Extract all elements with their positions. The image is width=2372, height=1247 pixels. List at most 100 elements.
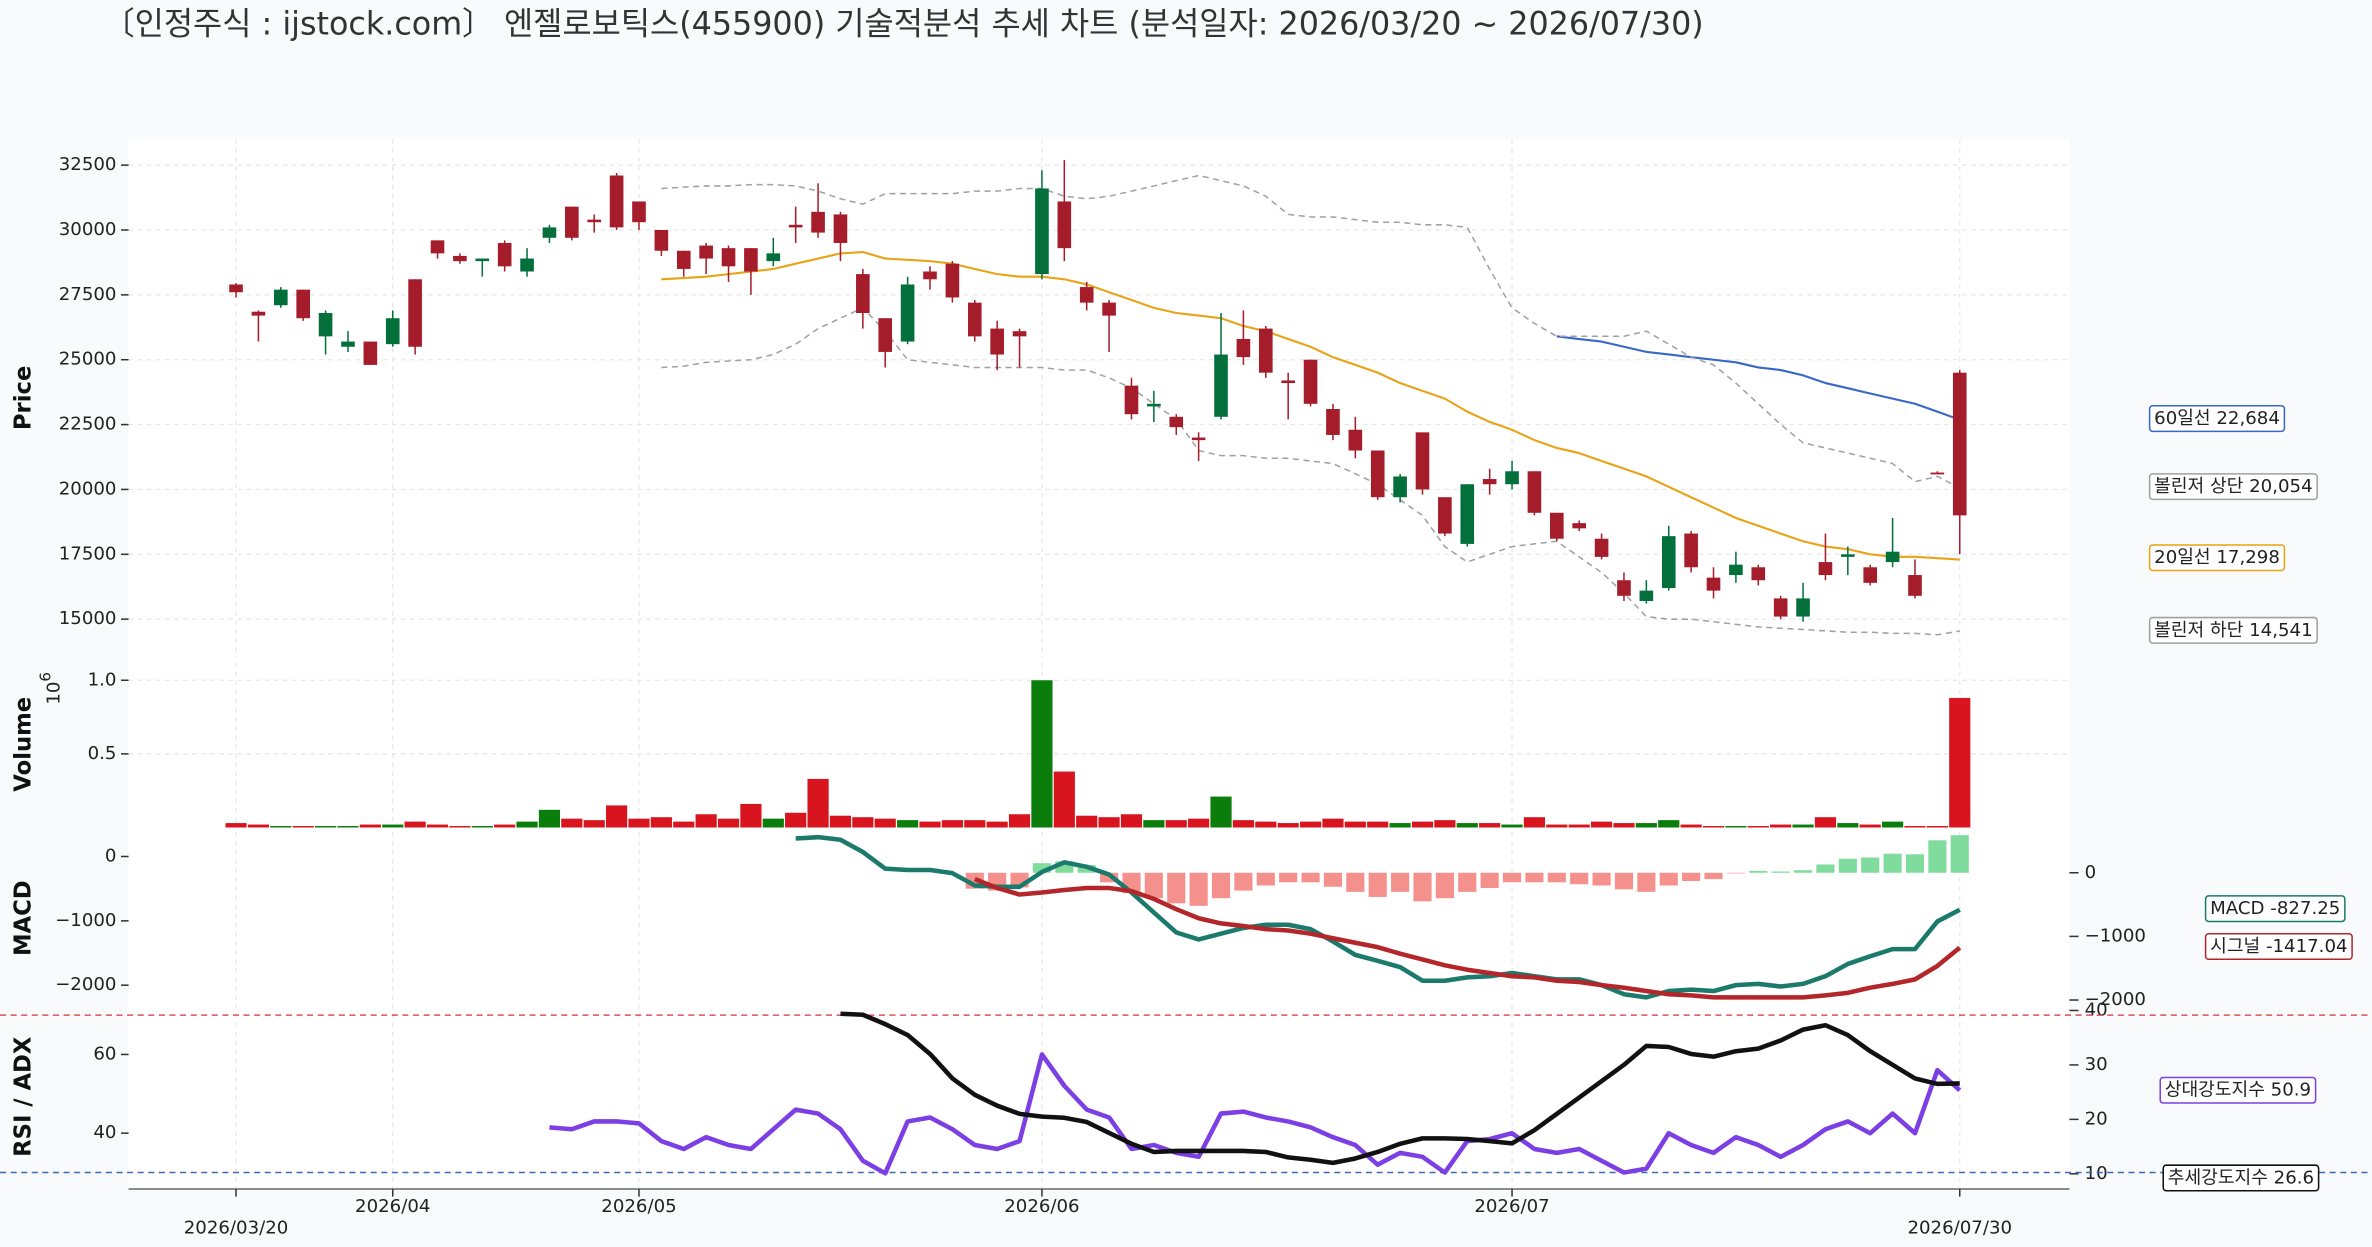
volume-bar xyxy=(673,821,695,828)
candle-body xyxy=(699,245,713,259)
candle-body xyxy=(296,289,311,319)
series-label-box xyxy=(2204,932,2353,961)
y-scale-exponent: 6 xyxy=(36,672,54,682)
volume-bar xyxy=(1008,814,1031,828)
y-axis-title: RSI / ADX xyxy=(11,1036,37,1157)
histogram-bar xyxy=(1905,854,1925,873)
series-label-box xyxy=(2148,405,2286,433)
histogram-bar xyxy=(1055,861,1074,873)
indicator-line xyxy=(661,307,1960,636)
series-label: 상대강도지수 50.9 xyxy=(2165,1080,2311,1101)
volume-bar xyxy=(1277,823,1299,828)
candle-body xyxy=(385,318,400,345)
y-axis-title: MACD xyxy=(11,880,37,956)
candle-body xyxy=(1773,598,1788,617)
candle-body xyxy=(788,224,803,228)
histogram-bar xyxy=(1323,872,1343,887)
volume-bar xyxy=(1949,697,1971,828)
y2-tick-label: 30 xyxy=(2085,1054,2108,1075)
histogram-bar xyxy=(1637,872,1656,892)
y-tick-label: 30000 xyxy=(59,219,117,240)
volume-bar xyxy=(1702,826,1725,828)
histogram-bar xyxy=(1614,872,1634,890)
histogram-bar xyxy=(1749,870,1768,873)
candle-body xyxy=(1370,450,1385,498)
y-tick-label: 0.5 xyxy=(88,743,117,764)
x-tick-label: 2026/07 xyxy=(1474,1196,1549,1217)
candle-body xyxy=(1326,409,1340,435)
candle-body xyxy=(1617,580,1631,596)
histogram-bar xyxy=(1793,870,1813,873)
volume-bar xyxy=(852,817,874,828)
candle-body xyxy=(587,219,602,223)
histogram-bar xyxy=(1525,872,1544,883)
candle-body xyxy=(967,302,982,337)
histogram-bar xyxy=(1659,872,1678,886)
candle-body xyxy=(1505,471,1519,485)
candle-body xyxy=(1482,479,1497,485)
volume-bar xyxy=(314,826,337,828)
y-tick-label: 27500 xyxy=(59,284,117,305)
volume-bar xyxy=(561,818,583,828)
series-label: MACD -827.25 xyxy=(2210,898,2340,919)
histogram-bar xyxy=(1189,872,1208,906)
y-tick-label: −1000 xyxy=(55,910,116,931)
candle-body xyxy=(900,284,915,342)
y-tick-label: 32500 xyxy=(59,154,117,175)
candle-body xyxy=(453,255,467,262)
y-tick-label: −2000 xyxy=(55,974,116,995)
candle-body xyxy=(766,253,781,262)
histogram-bar xyxy=(1771,871,1790,873)
candle-body xyxy=(408,279,422,347)
volume-bar xyxy=(1635,823,1657,828)
volume-bar xyxy=(359,824,381,828)
candle-body xyxy=(609,175,624,228)
candle-body xyxy=(833,214,848,243)
candle-body xyxy=(1460,484,1475,544)
histogram-bar xyxy=(1211,872,1231,899)
volume-bar xyxy=(1725,826,1747,828)
volume-bar xyxy=(785,812,807,828)
histogram-bar xyxy=(1704,872,1723,880)
volume-bar xyxy=(1434,820,1456,828)
volume-bar xyxy=(1882,821,1904,828)
volume-bar xyxy=(1658,820,1680,828)
volume-bar xyxy=(1255,821,1277,828)
y-tick-label: 1.0 xyxy=(88,669,117,690)
volume-bar xyxy=(292,826,314,828)
y2-tick-label: −2000 xyxy=(2085,989,2146,1010)
candle-body xyxy=(1236,338,1251,358)
candle-body xyxy=(1796,598,1810,617)
candle-body xyxy=(475,258,490,262)
candle-body xyxy=(1303,359,1318,404)
candle-body xyxy=(1191,437,1206,441)
y-tick-label: 22500 xyxy=(59,414,117,435)
volume-bar xyxy=(1120,814,1143,828)
volume-bar xyxy=(1501,824,1523,828)
histogram-bar xyxy=(1592,872,1611,886)
candle-body xyxy=(1438,497,1452,534)
volume-bar xyxy=(426,824,449,828)
y-tick-label: 17500 xyxy=(59,543,117,564)
candle-body xyxy=(1281,380,1295,384)
histogram-bar xyxy=(1861,857,1880,873)
candle-body xyxy=(721,248,736,267)
volume-bar xyxy=(807,778,829,828)
volume-bar xyxy=(1389,823,1411,828)
y-tick-label: 15000 xyxy=(59,608,117,629)
histogram-bar xyxy=(1256,872,1275,886)
volume-bar xyxy=(1210,796,1232,828)
x-tick-label: 2026/03/20 xyxy=(184,1217,289,1238)
volume-bar xyxy=(404,821,426,828)
volume-bar xyxy=(516,821,538,828)
candle-body xyxy=(1751,567,1766,581)
volume-bar xyxy=(919,821,941,828)
volume-bar xyxy=(337,826,359,828)
histogram-bar xyxy=(1368,872,1387,897)
series-label-box xyxy=(2159,1076,2317,1104)
volume-bar xyxy=(1568,824,1590,828)
volume-bar xyxy=(1546,824,1568,828)
volume-bar xyxy=(1165,820,1187,828)
candle-body xyxy=(1863,567,1878,583)
volume-bar xyxy=(1523,817,1546,828)
